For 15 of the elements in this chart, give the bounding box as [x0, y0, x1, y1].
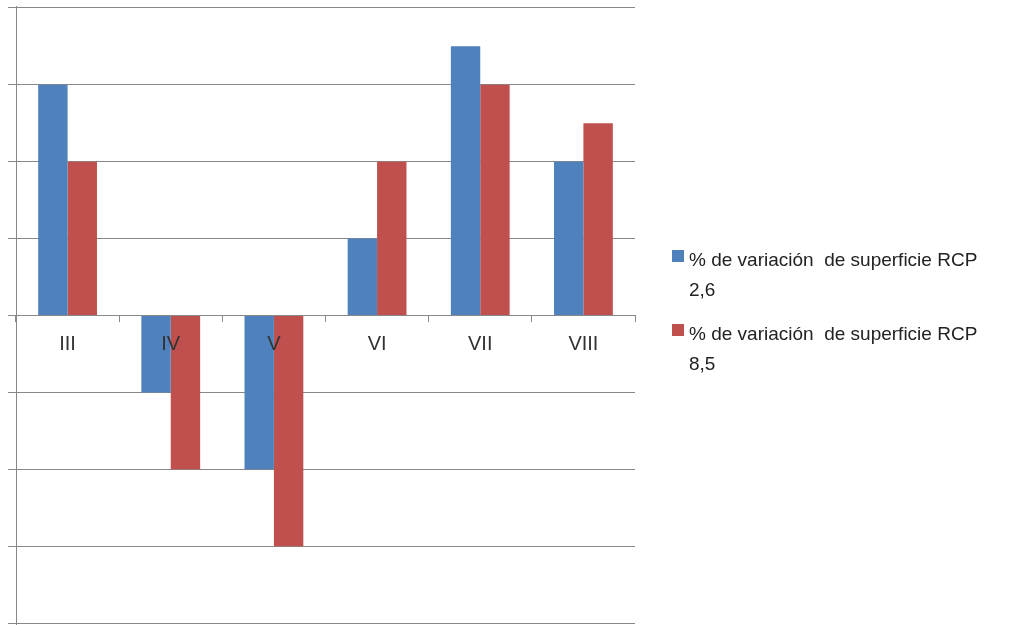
bar — [583, 123, 613, 315]
legend-label: % de variación de superficie RCP 8,5 — [689, 322, 978, 376]
x-tick-label: VII — [468, 332, 493, 355]
bar — [450, 46, 481, 315]
x-tick-label: VIII — [568, 332, 599, 355]
bar — [347, 238, 378, 315]
legend-label: % de variación de superficie RCP 2,6 — [689, 248, 978, 302]
bar — [480, 84, 510, 315]
x-tick-label: V — [267, 332, 282, 355]
bar — [377, 161, 407, 315]
bar — [67, 161, 97, 315]
x-tick-label: VI — [367, 332, 387, 355]
bar — [554, 161, 584, 315]
x-tick-label: III — [59, 332, 76, 355]
bar — [38, 84, 68, 315]
